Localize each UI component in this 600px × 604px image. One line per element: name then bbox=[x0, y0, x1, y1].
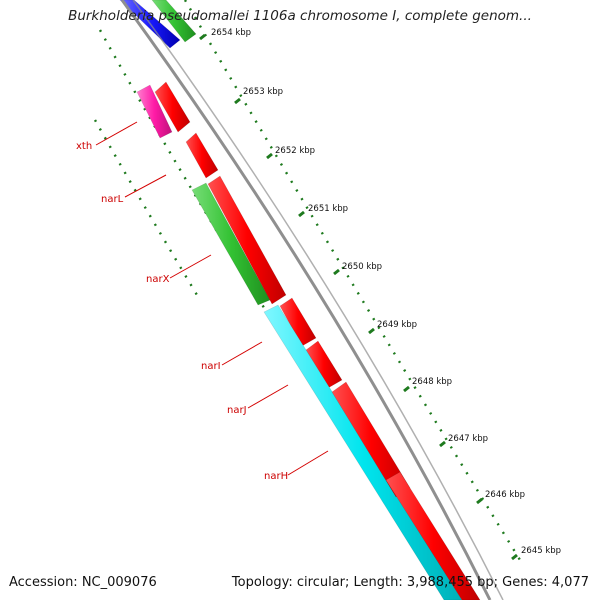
tick-mark bbox=[476, 497, 483, 505]
tick-mark bbox=[403, 385, 410, 393]
gene-xth bbox=[136, 84, 173, 139]
tick-mark bbox=[266, 152, 273, 160]
tick-mark bbox=[234, 97, 241, 105]
gene-label-narI: narI bbox=[201, 361, 221, 372]
gene-leader-line bbox=[169, 254, 212, 279]
tick-layer: 2654 kbp 2653 kbp 2652 kbp 2651 kbp 2650 kbp… bbox=[93, 0, 561, 576]
gene-leader-line bbox=[247, 384, 289, 409]
gene-label-narJ: narJ bbox=[227, 405, 247, 416]
tick-label: 2650 kbp bbox=[342, 262, 382, 272]
tick-label: 2654 kbp bbox=[211, 28, 251, 38]
tick-label: 2646 kbp bbox=[485, 490, 525, 500]
backbone-shadow bbox=[132, 0, 504, 601]
tick-mark bbox=[439, 440, 446, 448]
gene-red-2 bbox=[185, 132, 219, 179]
gene-leader-line bbox=[221, 341, 263, 366]
gene-label-narL: narL bbox=[101, 194, 124, 205]
map-title: Burkholderia pseudomallei 1106a chromoso… bbox=[68, 8, 532, 24]
gene-narK bbox=[207, 175, 287, 305]
backbone-layer bbox=[120, 0, 504, 601]
gene-red-1 bbox=[154, 81, 191, 133]
tick-mark bbox=[199, 33, 206, 41]
gene-layer bbox=[119, 0, 481, 601]
gene-leader-line bbox=[124, 174, 167, 198]
gc-dotted-track bbox=[93, 119, 202, 301]
accession-text: Accession: NC_009076 bbox=[9, 575, 157, 590]
gene-narG bbox=[263, 304, 463, 601]
tick-mark bbox=[511, 553, 518, 561]
outer-dotted-track bbox=[183, 0, 522, 561]
tick-label: 2647 kbp bbox=[448, 434, 488, 444]
tick-label: 2651 kbp bbox=[308, 204, 348, 214]
tick-mark bbox=[333, 268, 340, 276]
gene-label-xth: xth bbox=[76, 141, 92, 152]
tick-mark bbox=[368, 327, 375, 335]
gene-leader-line bbox=[95, 121, 138, 146]
gene-green-top bbox=[151, 0, 197, 43]
gene-label-narH: narH bbox=[264, 471, 288, 482]
tick-label: 2649 kbp bbox=[377, 320, 417, 330]
tick-mark bbox=[298, 210, 305, 218]
tick-label: 2648 kbp bbox=[412, 377, 452, 387]
tick-label: 2653 kbp bbox=[243, 87, 283, 97]
backbone-line bbox=[120, 0, 492, 601]
gene-label-narX: narX bbox=[146, 274, 170, 285]
tick-label: 2652 kbp bbox=[275, 146, 315, 156]
tick-label: 2645 kbp bbox=[521, 546, 561, 556]
gene-leader-line bbox=[287, 450, 329, 476]
label-layer: xth narL narX narI narJ narH bbox=[76, 121, 329, 482]
topology-summary: Topology: circular; Length: 3,988,455 bp… bbox=[231, 575, 589, 590]
